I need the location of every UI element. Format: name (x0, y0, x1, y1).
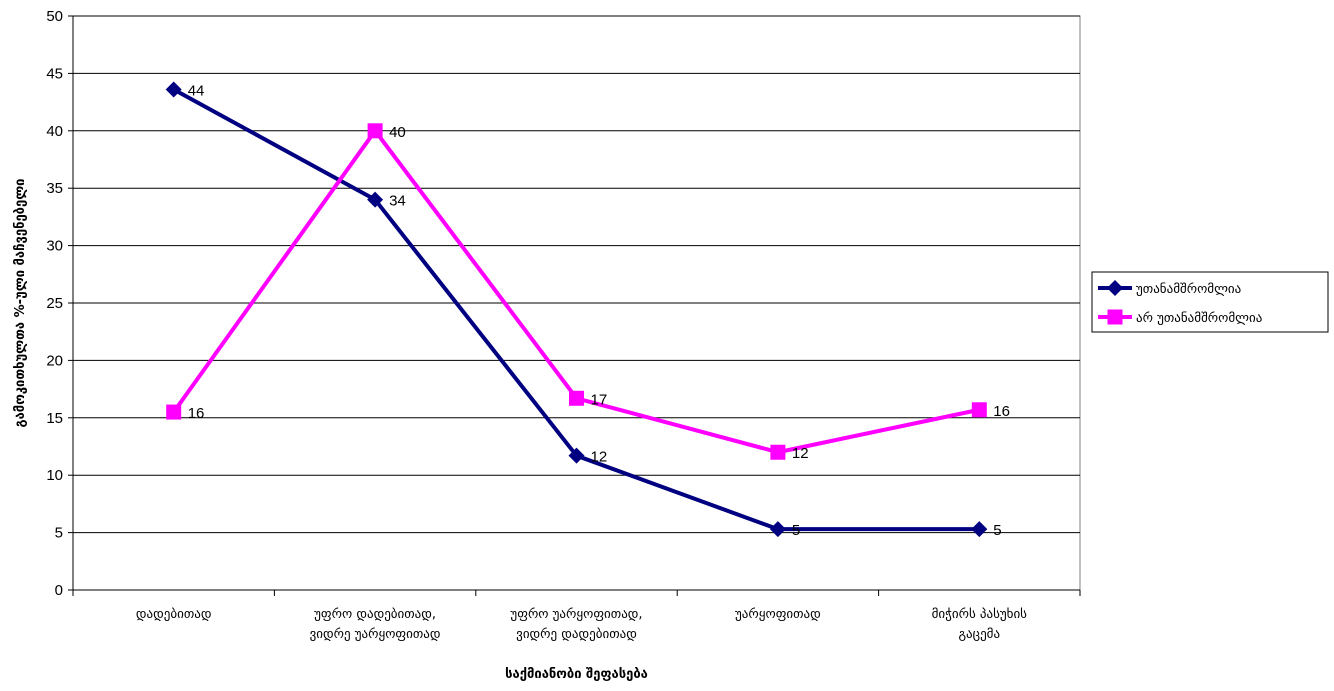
series-lines (165, 81, 988, 538)
data-point (367, 191, 384, 208)
legend-item: უთანამშრომლია (1098, 280, 1241, 297)
data-point (770, 444, 786, 460)
y-tick-label: 35 (46, 180, 63, 197)
data-point (569, 390, 584, 406)
data-label: 34 (389, 193, 406, 210)
y-tick-label: 30 (46, 238, 63, 255)
data-label: 16 (188, 405, 205, 422)
data-label: 12 (792, 445, 809, 462)
legend: უთანამშრომლია არ უთანამშრომლია (1091, 271, 1329, 333)
data-label: 5 (993, 522, 1001, 539)
data-label: 5 (792, 522, 800, 539)
y-tick-label: 10 (46, 467, 63, 484)
data-point (166, 404, 182, 420)
x-tick-label: უფრო უარყოფითად, ვიდრე დადებითად (510, 607, 642, 642)
data-label: 17 (591, 391, 608, 408)
y-tick-label: 50 (46, 8, 63, 25)
series-1 (165, 81, 988, 538)
data-point (367, 123, 383, 139)
legend-label: არ უთანამშრომლია (1136, 311, 1262, 326)
legend-marker (1107, 309, 1123, 325)
data-label: 12 (591, 449, 608, 466)
x-tick-label: მიჭირს პასუხის გაცემა (932, 607, 1028, 642)
legend-label: უთანამშრომლია (1136, 282, 1241, 297)
data-labels: 44 34 12 5 5 16 40 17 12 16 (188, 82, 1010, 539)
legend-marker (1107, 280, 1123, 296)
y-tick-label: 5 (55, 525, 63, 542)
y-tick-label: 20 (46, 352, 63, 369)
y-tick-label: 0 (55, 582, 63, 599)
data-point (971, 402, 987, 418)
data-point (971, 521, 988, 538)
y-axis-title: გამოკითხულთა %-ული მაჩვენებელი (13, 179, 28, 428)
y-tick-label: 15 (46, 410, 63, 427)
x-axis-title: საქმიანობი შეფასება (505, 667, 648, 682)
y-tick-label: 25 (46, 295, 63, 312)
y-tick-label: 45 (46, 65, 63, 82)
legend-box (1091, 271, 1329, 333)
x-tick-label: უარყოფითად (735, 607, 821, 622)
data-point (769, 521, 786, 538)
x-tick-label: უფრო დადებითად, ვიდრე უარყოფითად (310, 607, 441, 642)
data-label: 16 (993, 403, 1010, 420)
gridlines (72, 15, 1081, 591)
series-2 (166, 123, 987, 460)
legend-item: არ უთანამშრომლია (1098, 309, 1262, 326)
data-point (165, 81, 182, 98)
data-point (568, 447, 585, 464)
axes: 0 5 10 15 20 25 30 35 40 45 50 დადებითად უფრო დადები… (46, 8, 1081, 642)
y-tick-label: 40 (46, 123, 63, 140)
x-tick-label: დადებითად (136, 607, 212, 622)
data-label: 44 (188, 82, 205, 99)
data-label: 40 (389, 124, 406, 141)
